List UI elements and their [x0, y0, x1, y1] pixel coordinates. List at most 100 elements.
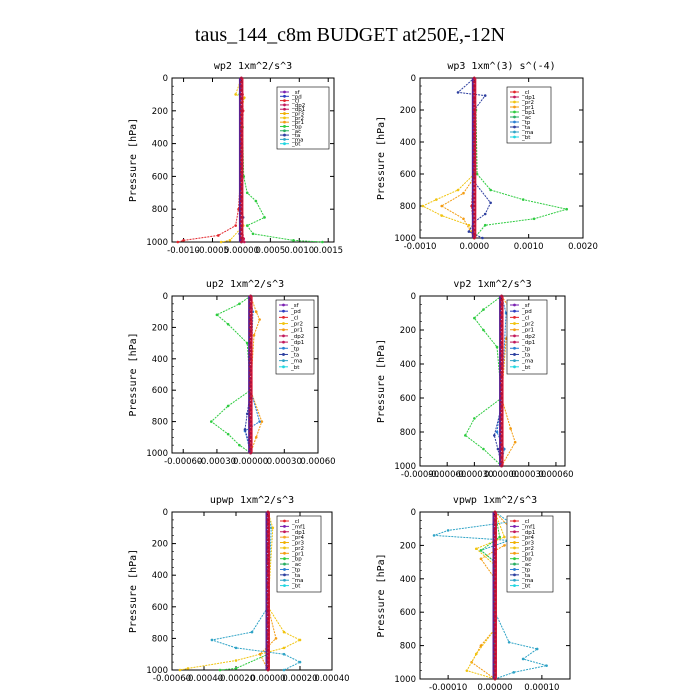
legend-label: _ta [290, 352, 299, 358]
legend-marker [513, 346, 516, 350]
data-point [282, 668, 286, 672]
zero-line-marker [249, 392, 253, 396]
zero-line-marker [266, 554, 270, 557]
legend-marker [513, 328, 516, 332]
y-tick-label: 200 [400, 326, 416, 336]
x-tick-label: -0.00040 [185, 674, 223, 684]
data-point [250, 630, 254, 634]
legend-marker [513, 115, 516, 119]
legend-marker [513, 303, 516, 307]
legend-marker [283, 142, 286, 146]
zero-line-marker [240, 220, 243, 223]
zero-line-marker [493, 523, 497, 526]
data-point [483, 94, 487, 97]
series-line [179, 511, 302, 671]
zero-line-marker [240, 195, 243, 199]
x-tick-label: 0.00040 [314, 674, 349, 684]
data-point [440, 214, 444, 217]
data-point [260, 420, 264, 423]
zero-line-marker [240, 179, 243, 182]
y-axis-label: Pressure [hPa] [128, 118, 139, 202]
zero-line-marker [472, 156, 476, 160]
zero-line-marker [500, 464, 503, 468]
zero-line-marker [249, 404, 253, 408]
zero-line-marker [240, 170, 243, 174]
legend-label: _cl [521, 519, 530, 525]
y-tick-label: 400 [400, 360, 416, 370]
legend-marker [513, 110, 516, 114]
data-point [467, 230, 471, 233]
zero-line-marker [500, 328, 503, 332]
data-point [243, 240, 246, 244]
zero-line-marker [266, 518, 270, 522]
data-point [298, 638, 302, 642]
zero-line-marker [266, 644, 270, 648]
zero-line-marker [472, 184, 476, 188]
legend-label: _cl [521, 90, 530, 96]
legend-box [275, 299, 315, 375]
y-tick-label: 800 [400, 642, 416, 652]
zero-line-marker [472, 200, 476, 204]
zero-line-marker [493, 585, 497, 589]
data-point [479, 549, 483, 552]
x-tick-label: -0.0010 [404, 242, 437, 252]
data-point [456, 188, 460, 192]
zero-line-marker [472, 172, 476, 176]
zero-line-marker [266, 514, 270, 518]
legend-label: _mf1 [521, 524, 536, 530]
legend-marker [283, 519, 286, 523]
legend-label: _pr1 [521, 328, 534, 334]
legend-marker [283, 535, 286, 539]
data-point [483, 223, 487, 227]
legend-label: _ma [291, 137, 303, 143]
zero-line-marker [240, 187, 243, 191]
legend-label: _bp [291, 124, 302, 130]
zero-line-marker [472, 120, 476, 124]
zero-line-marker [493, 573, 497, 577]
legend-label: _ta [521, 573, 530, 579]
zero-line-marker [240, 113, 243, 117]
legend-marker [282, 340, 285, 344]
zero-line-marker [500, 320, 503, 323]
zero-line-marker [472, 124, 476, 128]
zero-line-marker [493, 598, 497, 602]
zero-line-marker [493, 652, 497, 656]
zero-line-marker [240, 105, 243, 109]
zero-line-marker [472, 212, 476, 216]
zero-line-marker [500, 413, 503, 417]
data-point [495, 430, 499, 434]
zero-line-marker [500, 371, 503, 374]
zero-line-marker [266, 609, 270, 613]
data-point [507, 640, 511, 644]
legend-label: _pr1 [521, 105, 534, 111]
data-point [226, 404, 230, 408]
y-axis-label: Pressure [hPa] [376, 553, 387, 637]
legend-marker [283, 107, 286, 111]
legend-label: _pr2 [521, 100, 534, 106]
zero-line-marker [493, 669, 497, 673]
zero-line-marker [500, 341, 503, 345]
zero-line-marker [266, 664, 270, 668]
x-tick-label: 0.00030 [267, 457, 302, 467]
zero-line-marker [500, 298, 503, 302]
zero-line-marker [249, 408, 253, 412]
zero-line-marker [266, 522, 270, 526]
legend-label: _pr2 [521, 322, 534, 328]
zero-line-marker [472, 116, 476, 120]
plot-frame [419, 77, 584, 239]
zero-line-marker [249, 412, 253, 416]
y-tick-label: 800 [152, 634, 168, 644]
zero-line-marker [240, 150, 243, 154]
data-point [238, 302, 241, 306]
data-point [475, 172, 479, 176]
zero-line-marker [266, 585, 270, 589]
zero-line-marker [472, 108, 476, 112]
y-tick-label: 800 [152, 205, 168, 215]
data-point [245, 191, 249, 195]
zero-line-marker [472, 176, 476, 180]
legend-label: _ac [521, 115, 531, 121]
zero-line-marker [266, 633, 270, 636]
zero-line-marker [266, 613, 270, 617]
zero-line-marker [500, 337, 503, 340]
x-tick-label: 0.0005 [255, 246, 285, 256]
